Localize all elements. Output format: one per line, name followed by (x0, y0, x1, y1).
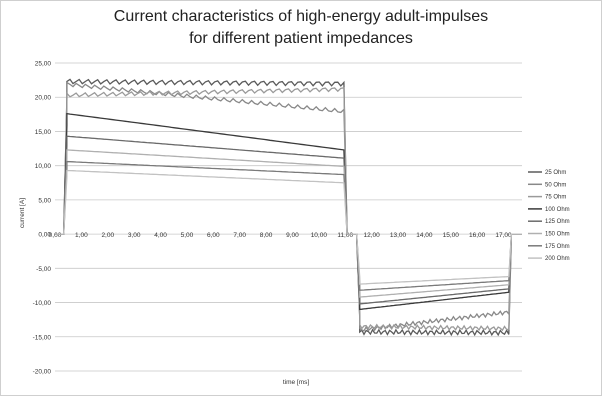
x-tick-label: 7,00 (233, 232, 246, 239)
legend-label: 50 Ohm (545, 182, 566, 188)
x-tick-labels: 0,00 1,00 2,00 3,00 4,00 5,00 6,00 7,00 8,00 9,00… (49, 232, 512, 239)
y-tick-label: -15,00 (33, 334, 52, 341)
x-tick-label: 10,00 (311, 232, 328, 239)
y-tick-label: -5,00 (36, 266, 51, 273)
legend-label: 75 Ohm (545, 195, 566, 201)
legend-label: 125 Ohm (545, 219, 570, 225)
x-tick-label: 1,00 (75, 232, 88, 239)
legend-label: 100 Ohm (545, 207, 570, 213)
y-tick-label: 25,00 (35, 61, 52, 68)
series-line-200-ohm (55, 169, 522, 285)
x-tick-label: 8,00 (260, 232, 273, 239)
series-line-50-ohm (55, 81, 522, 332)
x-tick-label: 2,00 (101, 232, 114, 239)
x-tick-label: 4,00 (154, 232, 167, 239)
y-tick-label: -20,00 (33, 369, 52, 376)
x-tick-label: 15,00 (443, 232, 460, 239)
series-line-150-ohm (55, 149, 522, 298)
legend-label: 150 Ohm (545, 232, 570, 238)
y-tick-label: -10,00 (33, 300, 52, 307)
series-lines (55, 78, 522, 337)
x-tick-label: 11,00 (337, 232, 353, 239)
x-axis-label: time [ms] (283, 379, 310, 386)
legend-label: 200 Ohm (545, 256, 570, 262)
x-tick-label: 12,00 (363, 232, 380, 239)
legend-label: 175 Ohm (545, 244, 570, 250)
chart-title-line-1: Current characteristics of high-energy a… (113, 8, 489, 25)
y-tick-label: 5,00 (38, 197, 51, 204)
y-tick-labels: 25,00 20,00 15,00 10,00 5,00 0,00 -5,00 -10,00 -… (33, 61, 52, 376)
x-tick-label: 5,00 (181, 232, 194, 239)
legend-label: 25 Ohm (545, 170, 566, 176)
series-line-75-ohm (55, 87, 522, 332)
x-tick-label: 13,00 (390, 232, 407, 239)
x-tick-label: 3,00 (128, 232, 141, 239)
series-line-25-ohm (55, 78, 522, 337)
x-tick-label: 6,00 (207, 232, 220, 239)
y-axis-label: current [A] (19, 198, 26, 228)
y-tick-label: 10,00 (35, 163, 52, 170)
x-tick-label: 17,00 (495, 232, 512, 239)
series-line-125-ohm (55, 135, 522, 305)
y-tick-label: 0,00 (38, 232, 51, 239)
chart-title-line-2: for different patient impedances (189, 30, 413, 47)
x-tick-label: 9,00 (286, 232, 299, 239)
y-tick-label: 15,00 (35, 129, 52, 136)
x-tick-label: 16,00 (469, 232, 486, 239)
legend: 25 Ohm 50 Ohm 75 Ohm 100 Ohm 125 Ohm 150 Ohm 1… (528, 170, 570, 262)
x-tick-label: 14,00 (416, 232, 433, 239)
grid-lines (55, 62, 522, 372)
x-tick-label: 0,00 (49, 232, 62, 239)
y-tick-label: 20,00 (35, 95, 52, 102)
series-line-100-ohm (55, 112, 522, 311)
series-line-175-ohm (55, 160, 522, 291)
